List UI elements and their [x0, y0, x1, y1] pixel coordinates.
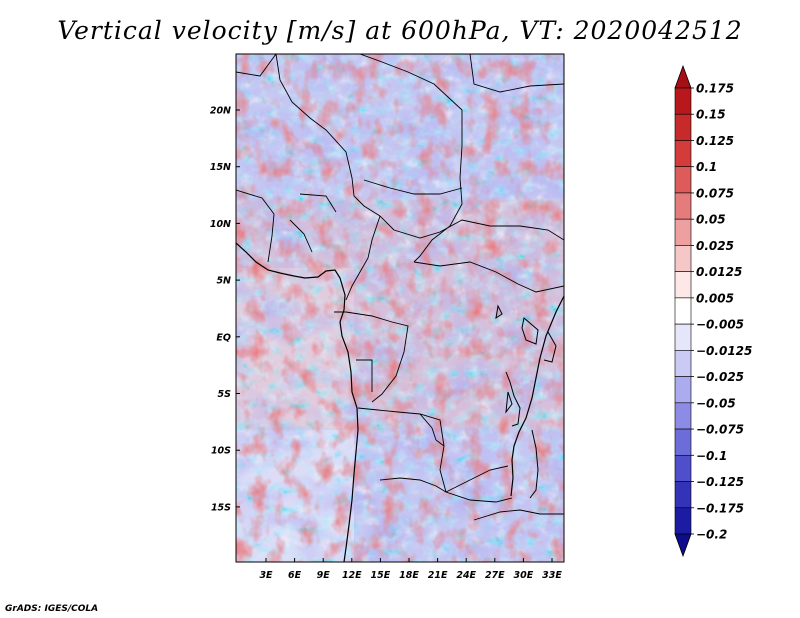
- lake-outline: [505, 317, 539, 499]
- lon-label: 12E: [342, 570, 362, 581]
- colorbar-band: [674, 481, 692, 509]
- lon-label: 15E: [371, 570, 391, 581]
- colorbar-label: −0.0125: [696, 344, 752, 358]
- colorbar-max-arrow: [674, 64, 692, 89]
- colorbar-band: [674, 376, 692, 404]
- colorbar-label: −0.125: [696, 475, 744, 489]
- map-frame: [235, 53, 565, 563]
- colorbar-label: 0.05: [696, 213, 726, 227]
- coastline: [236, 242, 359, 562]
- country-borders: [236, 54, 564, 521]
- colorbar-min-arrow: [674, 533, 692, 558]
- longitude-labels: 3E 6E 9E 12E 15E 18E 21E 24E 27E 30E 33E: [259, 570, 562, 581]
- colorbar-label: −0.2: [696, 528, 727, 542]
- lon-label: 30E: [514, 570, 534, 581]
- colorbar-label: 0.1: [696, 160, 717, 174]
- colorbar-label: −0.025: [696, 370, 744, 384]
- latitude-labels: 20N 15N 10N 5N EQ 5S 10S 15S: [210, 106, 231, 514]
- colorbar-band: [674, 192, 692, 220]
- lat-label: 5N: [216, 276, 231, 287]
- colorbar-label: −0.005: [696, 318, 744, 332]
- colorbar-band: [674, 271, 692, 299]
- colorbar-band: [674, 323, 692, 351]
- colorbar-band: [674, 140, 692, 168]
- colorbar-label: 0.0125: [696, 265, 742, 279]
- lat-label: 20N: [210, 106, 231, 117]
- colorbar-band: [674, 113, 692, 141]
- grads-credit: GrADS: IGES/COLA: [5, 604, 99, 614]
- lon-label: 6E: [288, 570, 302, 581]
- colorbar-label: 0.025: [696, 239, 734, 253]
- lon-label: 9E: [317, 570, 331, 581]
- lat-label: 5S: [218, 389, 232, 400]
- colorbar-band: [674, 297, 692, 325]
- colorbar-band: [674, 166, 692, 194]
- east-coastline: [510, 295, 564, 497]
- colorbar-band: [674, 218, 692, 246]
- colorbar-band: [674, 402, 692, 430]
- colorbar-label: 0.175: [696, 82, 734, 96]
- lon-label: 33E: [542, 570, 562, 581]
- lon-label: 24E: [456, 570, 476, 581]
- lat-label: 15N: [210, 162, 231, 173]
- lon-label: 3E: [259, 570, 273, 581]
- lat-label: 10S: [211, 446, 231, 457]
- lon-label: 21E: [428, 570, 448, 581]
- colorbar-band: [674, 87, 692, 115]
- lat-label: EQ: [216, 332, 231, 343]
- axis-ticks: [236, 109, 553, 562]
- colorbar-label: −0.1: [696, 449, 727, 463]
- colorbar-label: 0.005: [696, 291, 734, 305]
- lat-label: 10N: [210, 219, 231, 230]
- colorbar-labels: 0.175 0.15 0.125 0.1 0.075 0.05 0.025 0.0125 0.0…: [691, 82, 752, 542]
- strong-updraft-speckle: [236, 54, 564, 562]
- colorbar-label: 0.15: [696, 108, 726, 122]
- colorbar-band: [674, 507, 692, 535]
- colorbar-band: [674, 350, 692, 377]
- colorbar-label: −0.175: [696, 501, 744, 515]
- colorbar-label: −0.05: [696, 396, 736, 410]
- lon-label: 18E: [399, 570, 419, 581]
- lat-label: 15S: [211, 502, 231, 513]
- colorbar: [674, 64, 692, 558]
- lon-label: 27E: [485, 570, 505, 581]
- map-title: Vertical velocity [m/s] at 600hPa, VT: 2…: [57, 16, 743, 45]
- map-plot-area: [236, 54, 564, 562]
- colorbar-band: [674, 454, 692, 482]
- great-lakes-region: [495, 304, 557, 414]
- colorbar-label: 0.125: [696, 134, 734, 148]
- colorbar-band: [674, 428, 692, 456]
- colorbar-band: [674, 245, 692, 272]
- colorbar-label: 0.075: [696, 186, 734, 200]
- colorbar-label: −0.075: [696, 423, 744, 437]
